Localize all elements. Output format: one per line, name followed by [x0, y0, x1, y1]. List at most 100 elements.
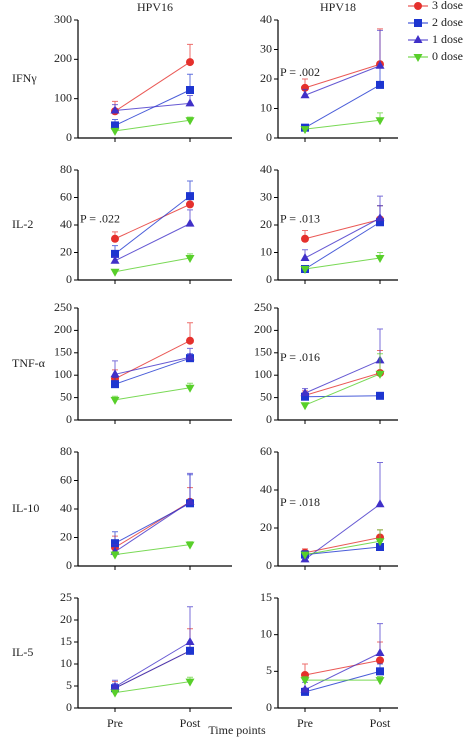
y-tick-label: 0	[266, 558, 272, 572]
series-line	[304, 63, 381, 89]
marker	[376, 80, 384, 89]
y-tick-label: 100	[54, 367, 72, 381]
y-tick-label: 10	[260, 626, 272, 640]
marker	[110, 396, 120, 405]
y-tick-label: 150	[254, 345, 272, 359]
y-tick-label: 80	[60, 444, 72, 458]
series-line	[304, 503, 381, 560]
y-tick-label: 100	[254, 367, 272, 381]
marker	[111, 539, 119, 548]
y-tick-label: 40	[260, 162, 272, 176]
marker	[376, 218, 384, 227]
marker	[300, 684, 310, 693]
marker	[300, 551, 310, 560]
series-line	[304, 659, 381, 676]
marker	[300, 266, 310, 274]
series-line	[304, 359, 381, 394]
series-line	[114, 340, 191, 380]
marker	[110, 551, 120, 560]
y-tick-label: 200	[54, 322, 72, 336]
series-line	[114, 257, 191, 273]
marker	[376, 543, 384, 551]
marker	[111, 380, 119, 389]
y-tick-label: 10	[60, 656, 72, 670]
y-tick-label: 80	[60, 162, 72, 176]
series-line	[304, 65, 381, 96]
x-tick-label: Pre	[107, 716, 123, 730]
y-tick-label: 50	[60, 389, 72, 403]
y-label: TNF-α	[12, 356, 46, 370]
marker	[300, 90, 310, 99]
y-tick-label: 250	[54, 300, 72, 314]
annotation: P = .013	[280, 211, 320, 225]
legend-label: 1 dose	[432, 32, 463, 46]
marker	[185, 255, 195, 263]
marker	[301, 83, 309, 92]
marker	[375, 648, 385, 656]
annotation: P = .002	[280, 65, 320, 79]
series-line	[114, 501, 191, 548]
y-tick-label: 0	[66, 558, 72, 572]
marker	[186, 200, 194, 209]
y-tick-label: 40	[60, 217, 72, 231]
series-line	[114, 650, 191, 689]
marker	[376, 391, 384, 400]
y-tick-label: 0	[66, 412, 72, 426]
series-line	[304, 219, 381, 240]
series-line	[114, 357, 191, 385]
marker	[376, 656, 384, 665]
marker	[413, 54, 423, 62]
marker	[185, 98, 195, 107]
series-line	[114, 356, 191, 375]
y-tick-label: 60	[60, 472, 72, 486]
marker	[110, 369, 120, 378]
y-tick-label: 15	[60, 634, 72, 648]
y-tick-label: 50	[260, 389, 272, 403]
annotation: P = .018	[280, 495, 320, 509]
series-line	[304, 395, 381, 398]
marker	[375, 255, 385, 263]
series-line	[114, 195, 191, 255]
x-tick-label: Pre	[297, 716, 313, 730]
y-tick-label: 20	[60, 612, 72, 626]
marker	[110, 681, 120, 690]
y-tick-label: 200	[54, 51, 72, 65]
error-bar	[377, 353, 383, 374]
series-line	[114, 641, 191, 688]
marker	[414, 19, 422, 27]
y-tick-label: 20	[260, 520, 272, 534]
series-line	[304, 221, 381, 270]
x-tick-label: Post	[180, 716, 201, 730]
y-tick-label: 0	[266, 272, 272, 286]
marker	[185, 678, 195, 687]
y-tick-label: 0	[266, 412, 272, 426]
series-line	[114, 61, 191, 112]
marker	[300, 677, 310, 686]
series-line	[114, 681, 191, 694]
annotation: P = .016	[280, 350, 320, 364]
y-tick-label: 30	[260, 189, 272, 203]
series-line	[114, 89, 191, 126]
marker	[186, 86, 194, 95]
marker	[110, 127, 120, 136]
marker	[110, 255, 120, 264]
marker	[110, 105, 120, 114]
series-line	[114, 544, 191, 556]
marker	[185, 384, 195, 393]
marker	[186, 58, 194, 67]
series-line	[114, 119, 191, 132]
marker	[186, 646, 194, 655]
y-tick-label: 10	[260, 100, 272, 114]
y-tick-label: 60	[60, 189, 72, 203]
marker	[185, 352, 195, 361]
y-tick-label: 100	[54, 90, 72, 104]
x-tick-label: Post	[370, 716, 391, 730]
series-line	[114, 203, 191, 240]
series-line	[114, 387, 191, 401]
marker	[185, 496, 195, 505]
marker	[300, 402, 310, 411]
series-line	[304, 546, 381, 556]
y-label: IL-2	[12, 217, 33, 231]
marker	[185, 637, 195, 645]
